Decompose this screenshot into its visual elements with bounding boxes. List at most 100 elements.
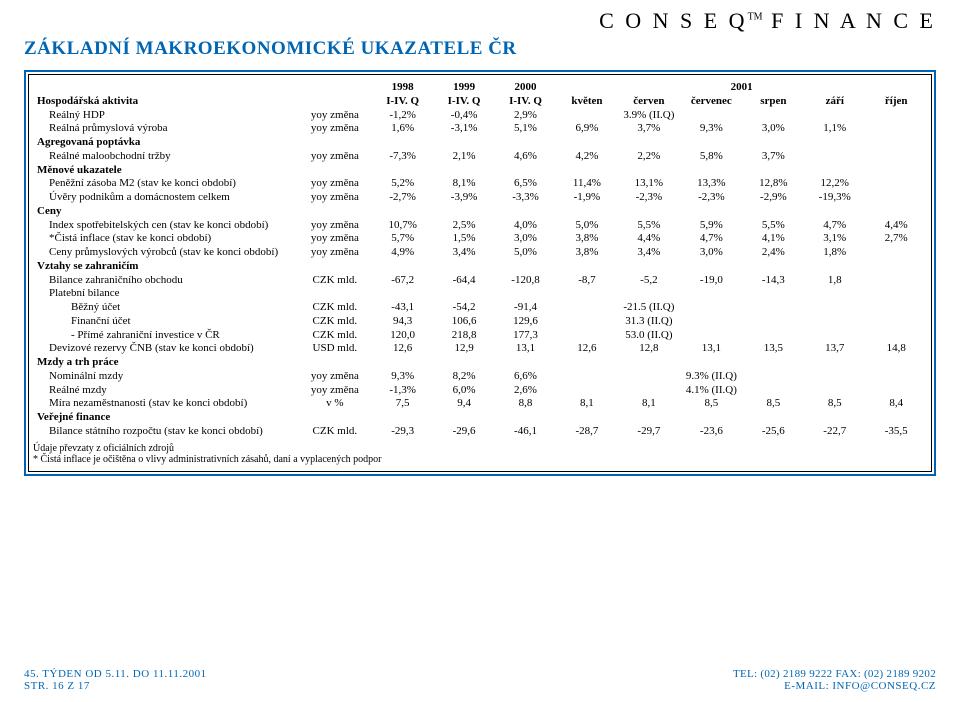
table-row: Bilance státního rozpočtu (stav ke konci… — [33, 425, 927, 439]
cell-value: 4,4% — [865, 219, 927, 233]
cell-value — [618, 370, 681, 384]
cell-value: -35,5 — [865, 425, 927, 439]
page-title: ZÁKLADNÍ MAKROEKONOMICKÉ UKAZATELE ČR — [24, 38, 936, 60]
cell-value — [865, 329, 927, 343]
cell-value — [618, 287, 681, 301]
year-col: 2000 — [495, 81, 556, 95]
cell-value: 6,5% — [495, 177, 556, 191]
cell-value: 6,0% — [433, 384, 494, 398]
row-unit: yoy změna — [298, 109, 372, 123]
table-notes: Údaje převzaty z oficiálních zdrojů * Či… — [33, 443, 927, 465]
cell-value — [680, 329, 743, 343]
cell-value: 13,1 — [495, 342, 556, 356]
cell-value: -23,6 — [680, 425, 743, 439]
cell-value: 8,1 — [618, 397, 681, 411]
cell-value — [804, 329, 865, 343]
section-label: Mzdy a trh práce — [33, 356, 927, 370]
row-unit: yoy změna — [298, 150, 372, 164]
cell-value: -1,9% — [556, 191, 617, 205]
cell-value: -25,6 — [743, 425, 804, 439]
cell-value — [680, 315, 743, 329]
cell-value — [743, 301, 804, 315]
cell-value — [680, 287, 743, 301]
cell-value: 9.3% (II.Q) — [680, 370, 743, 384]
table-row: Měnové ukazatele — [33, 164, 927, 178]
cell-value — [680, 301, 743, 315]
cell-value: 2,6% — [495, 384, 556, 398]
cell-value: 218,8 — [433, 329, 494, 343]
cell-value: 3.9% (II.Q) — [618, 109, 681, 123]
cell-value: 3,8% — [556, 246, 617, 260]
col-head: říjen — [865, 95, 927, 109]
col-label: Hospodářská aktivita — [33, 95, 298, 109]
table-row: *Čistá inflace (stav ke konci období)yoy… — [33, 232, 927, 246]
brand-tm: TM — [748, 12, 763, 23]
note-line: * Čistá inflace je očištěna o vlivy admi… — [33, 454, 927, 465]
section-label: Ceny — [33, 205, 927, 219]
cell-value — [372, 287, 433, 301]
cell-value: 3,4% — [618, 246, 681, 260]
cell-value: -7,3% — [372, 150, 433, 164]
row-unit: USD mld. — [298, 342, 372, 356]
cell-value — [865, 301, 927, 315]
cell-value: 8,1% — [433, 177, 494, 191]
cell-value: -28,7 — [556, 425, 617, 439]
note-line: Údaje převzaty z oficiálních zdrojů — [33, 443, 927, 454]
cell-value: 10,7% — [372, 219, 433, 233]
cell-value: 106,6 — [433, 315, 494, 329]
cell-value: -43,1 — [372, 301, 433, 315]
cell-value — [865, 315, 927, 329]
col-head: I-IV. Q — [433, 95, 494, 109]
cell-value: 120,0 — [372, 329, 433, 343]
cell-value: 13,7 — [804, 342, 865, 356]
row-label: Nominální mzdy — [33, 370, 298, 384]
cell-value — [865, 274, 927, 288]
row-unit: yoy změna — [298, 246, 372, 260]
cell-value: 177,3 — [495, 329, 556, 343]
table-row: Peněžní zásoba M2 (stav ke konci období)… — [33, 177, 927, 191]
cell-value — [804, 315, 865, 329]
row-label: Ceny průmyslových výrobců (stav ke konci… — [33, 246, 298, 260]
cell-value: -3,9% — [433, 191, 494, 205]
cell-value: -67,2 — [372, 274, 433, 288]
cell-value: 129,6 — [495, 315, 556, 329]
row-unit: yoy změna — [298, 370, 372, 384]
row-label: Reálná průmyslová výroba — [33, 122, 298, 136]
table-row: Nominální mzdyyoy změna9,3%8,2%6,6%9.3% … — [33, 370, 927, 384]
row-unit: yoy změna — [298, 191, 372, 205]
cell-value: 8,5 — [680, 397, 743, 411]
row-label: Index spotřebitelských cen (stav ke konc… — [33, 219, 298, 233]
cell-value: 6,9% — [556, 122, 617, 136]
cell-value: -2,3% — [680, 191, 743, 205]
brand-text-b: F I N A N C E — [763, 8, 936, 33]
cell-value — [865, 384, 927, 398]
cell-value: 3,0% — [680, 246, 743, 260]
table-row: Ceny průmyslových výrobců (stav ke konci… — [33, 246, 927, 260]
cell-value: 3,1% — [804, 232, 865, 246]
row-unit: CZK mld. — [298, 301, 372, 315]
cell-value: 8,1 — [556, 397, 617, 411]
col-head: září — [804, 95, 865, 109]
cell-value — [865, 122, 927, 136]
cell-value — [743, 370, 804, 384]
cell-value: 9,3% — [372, 370, 433, 384]
row-label: *Čistá inflace (stav ke konci období) — [33, 232, 298, 246]
cell-value — [804, 384, 865, 398]
table-row: Platební bilance — [33, 287, 927, 301]
row-label: Reálné mzdy — [33, 384, 298, 398]
cell-value: 1,5% — [433, 232, 494, 246]
cell-value: -14,3 — [743, 274, 804, 288]
cell-value — [865, 191, 927, 205]
cell-value: 5,9% — [680, 219, 743, 233]
cell-value — [804, 370, 865, 384]
cell-value — [743, 329, 804, 343]
macro-table: 1998199920002001Hospodářská aktivitaI-IV… — [33, 81, 927, 439]
cell-value: 5,7% — [372, 232, 433, 246]
row-label: Úvěry podnikům a domácnostem celkem — [33, 191, 298, 205]
brand-logo: C O N S E QTM F I N A N C E — [599, 8, 936, 34]
page-footer: 45. TÝDEN OD 5.11. DO 11.11.2001 STR. 16… — [24, 668, 936, 692]
cell-value: 1,1% — [804, 122, 865, 136]
cell-value: -91,4 — [495, 301, 556, 315]
cell-value: 9,3% — [680, 122, 743, 136]
cell-value: 2,7% — [865, 232, 927, 246]
